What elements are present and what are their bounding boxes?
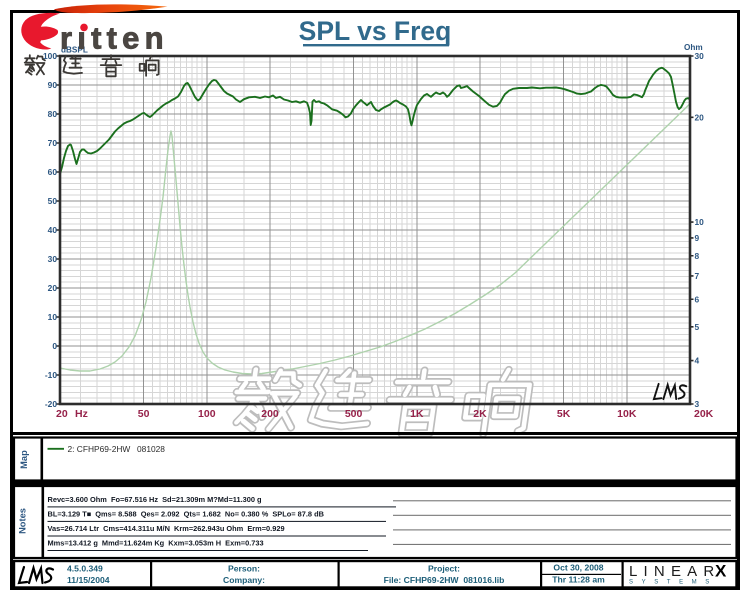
svg-text:4.5.0.349: 4.5.0.349 (67, 564, 103, 574)
svg-text:dBSPL: dBSPL (61, 46, 88, 55)
svg-text:2K: 2K (473, 408, 487, 420)
svg-text:Company:: Company: (223, 575, 265, 585)
svg-text:10K: 10K (617, 408, 637, 420)
svg-text:6: 6 (695, 294, 700, 304)
svg-text:50: 50 (138, 408, 150, 420)
svg-text:20K: 20K (694, 408, 714, 420)
svg-text:40: 40 (48, 225, 58, 235)
svg-text:SYSTEMS: SYSTEMS (629, 580, 718, 586)
svg-text:2: CFHP69-2HW: 2: CFHP69-2HW (68, 444, 131, 454)
svg-text:Ohm: Ohm (684, 43, 703, 52)
svg-text:100: 100 (43, 51, 57, 61)
svg-text:4: 4 (695, 356, 700, 366)
svg-text:Project:: Project: (428, 564, 460, 574)
svg-text:Hz: Hz (75, 408, 88, 420)
svg-text:90: 90 (48, 80, 58, 90)
svg-text:Oct 30, 2008: Oct 30, 2008 (553, 563, 603, 573)
svg-text:081028: 081028 (137, 444, 165, 454)
svg-text:Revc=3.600 Ohm Fo=67.516 Hz: Revc=3.600 Ohm Fo=67.516 Hz Sd=21.309m M… (48, 495, 263, 504)
svg-text:30: 30 (695, 51, 705, 61)
svg-text:20: 20 (48, 283, 58, 293)
svg-text:-20: -20 (45, 399, 57, 409)
svg-text:3: 3 (695, 399, 700, 409)
svg-text:9: 9 (695, 233, 700, 243)
svg-text:File: CFHP69-2HW 081016.lib: File: CFHP69-2HW 081016.lib (384, 575, 505, 585)
svg-text:-10: -10 (45, 370, 57, 380)
svg-text:500: 500 (345, 408, 363, 420)
svg-text:80: 80 (48, 109, 58, 119)
svg-text:70: 70 (48, 138, 58, 148)
svg-text:Vas=26.714 Ltr Cms=414.311u M: Vas=26.714 Ltr Cms=414.311u M/N Krm=262.… (48, 524, 285, 533)
svg-text:BL=3.129 T■ Qms= 8.588 Qes=: BL=3.129 T■ Qms= 8.588 Qes= 2.092 Qts= 1… (48, 510, 324, 519)
svg-text:Mms=13.412 g Mmd=11.624m Kg: Mms=13.412 g Mmd=11.624m Kg Kxm=3.053m H… (48, 539, 264, 548)
svg-text:7: 7 (695, 271, 700, 281)
svg-text:60: 60 (48, 167, 58, 177)
svg-text:20: 20 (56, 408, 68, 420)
svg-text:8: 8 (695, 251, 700, 261)
svg-text:LINEAR: LINEAR (629, 563, 720, 580)
svg-text:100: 100 (198, 408, 216, 420)
svg-text:5: 5 (695, 322, 700, 332)
svg-text:Map: Map (19, 450, 29, 469)
svg-text:Notes: Notes (18, 508, 28, 534)
svg-text:11/15/2004: 11/15/2004 (67, 575, 110, 585)
svg-text:50: 50 (48, 196, 58, 206)
svg-text:Person:: Person: (228, 564, 260, 574)
svg-text:5K: 5K (557, 408, 571, 420)
svg-text:X: X (715, 562, 727, 581)
svg-text:rıtten: rıtten (60, 21, 169, 56)
svg-text:10: 10 (695, 217, 705, 227)
svg-text:SPL vs Freq: SPL vs Freq (299, 16, 452, 46)
svg-text:200: 200 (261, 408, 279, 420)
svg-text:10: 10 (48, 312, 58, 322)
svg-text:20: 20 (695, 112, 705, 122)
svg-text:0: 0 (52, 341, 57, 351)
svg-text:30: 30 (48, 254, 58, 264)
svg-text:Thr 11:28 am: Thr 11:28 am (552, 575, 605, 585)
svg-text:1K: 1K (410, 408, 424, 420)
